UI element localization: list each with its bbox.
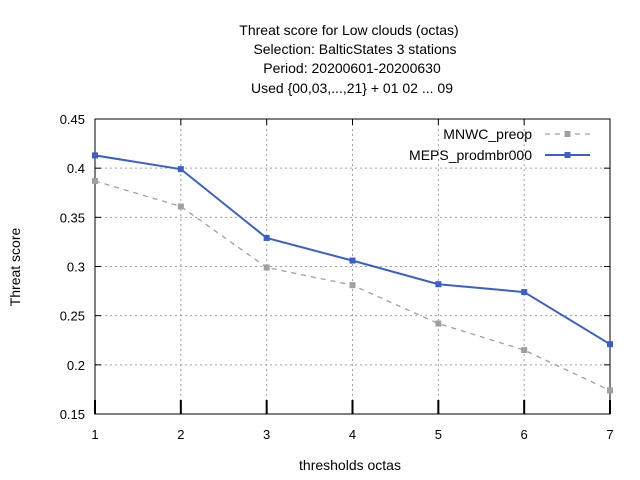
legend: MNWC_preop MEPS_prodmbr000	[409, 126, 590, 163]
legend-label: MEPS_prodmbr000	[409, 147, 532, 163]
data-point	[177, 166, 184, 173]
legend-marker	[564, 131, 571, 137]
data-point	[92, 152, 98, 159]
data-point	[177, 203, 184, 210]
data-point	[607, 341, 613, 348]
plot-frame	[94, 118, 611, 415]
title-line-3: Period: 20200601-20200630	[263, 60, 441, 76]
y-tick-label: 0.15	[60, 407, 85, 422]
data-point	[435, 281, 442, 288]
grid-lines	[95, 119, 610, 414]
data-point	[607, 387, 613, 394]
title-line-2: Selection: BalticStates 3 stations	[253, 41, 456, 57]
x-tick-label: 3	[263, 427, 270, 442]
data-series	[92, 152, 613, 394]
x-tick-label: 4	[349, 427, 356, 442]
title-line-4: Used {00,03,...,21} + 01 02 ... 09	[251, 80, 453, 96]
x-axis-label: thresholds octas	[299, 457, 401, 473]
title-line-1: Threat score for Low clouds (octas)	[239, 22, 458, 38]
y-tick-labels: 0.15 0.2 0.25 0.3 0.35 0.4 0.45	[60, 112, 85, 422]
data-point	[349, 282, 356, 289]
data-point	[263, 264, 270, 271]
y-tick-label: 0.3	[67, 260, 85, 275]
x-tick-label: 6	[521, 427, 528, 442]
data-point	[92, 177, 98, 184]
y-axis-label: Threat score	[7, 227, 23, 306]
data-point	[349, 257, 356, 264]
y-tick-label: 0.45	[60, 112, 85, 127]
x-tick-label: 5	[435, 427, 442, 442]
legend-label: MNWC_preop	[443, 126, 532, 142]
x-tick-label: 2	[177, 427, 184, 442]
data-point	[521, 347, 528, 354]
data-point	[263, 234, 270, 241]
x-tick-labels: 1 2 3 4 5 6 7	[91, 427, 613, 442]
x-tick-label: 1	[91, 427, 98, 442]
x-tick-label: 7	[606, 427, 613, 442]
y-tick-label: 0.2	[67, 358, 85, 373]
y-tick-label: 0.25	[60, 309, 85, 324]
chart-title: Threat score for Low clouds (octas) Sele…	[239, 22, 458, 96]
data-point	[435, 320, 442, 327]
y-tick-label: 0.4	[67, 161, 85, 176]
y-tick-label: 0.35	[60, 210, 85, 225]
data-point	[521, 289, 528, 296]
legend-marker	[564, 152, 571, 158]
